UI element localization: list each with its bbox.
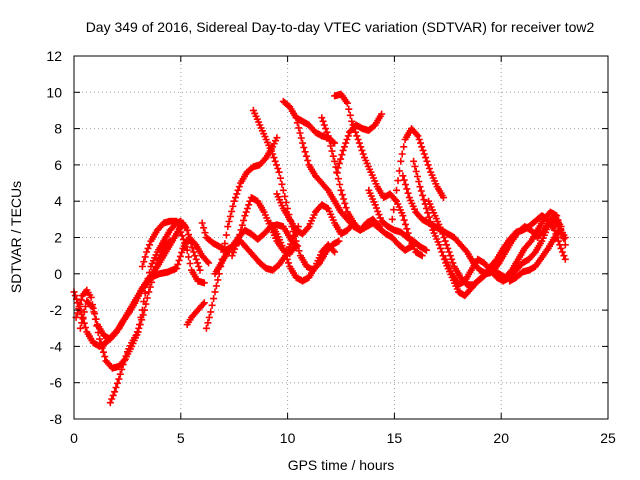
x-tick-label: 25	[600, 430, 616, 446]
y-tick-label: 8	[54, 121, 62, 137]
axis-ticks: 0 5 10 15 20 25 -8 -6 -4 -2 0 2 4 6 8 10 12	[46, 48, 616, 446]
x-axis-label: GPS time / hours	[288, 457, 395, 473]
x-tick-label: 5	[177, 430, 185, 446]
series-track-19	[365, 186, 430, 254]
y-tick-label: 12	[46, 48, 62, 64]
plus-markers	[273, 190, 358, 238]
data-series	[70, 90, 569, 407]
chart-title: Day 349 of 2016, Sidereal Day-to-day VTE…	[86, 19, 595, 35]
plus-markers	[365, 186, 430, 254]
plus-markers	[138, 217, 208, 287]
y-tick-label: 6	[54, 157, 62, 173]
plus-markers	[388, 125, 447, 223]
series-track-12	[267, 219, 339, 285]
x-tick-label: 0	[70, 430, 78, 446]
plus-markers	[333, 110, 386, 176]
series-track-5	[138, 217, 208, 287]
plus-markers	[106, 237, 174, 407]
series-track-14	[273, 190, 358, 238]
series-track-16	[318, 114, 383, 234]
plus-markers	[267, 219, 339, 285]
series-track-24	[442, 212, 569, 289]
series-track-20	[388, 125, 447, 223]
y-axis-label: SDTVAR / TECUs	[8, 181, 24, 293]
series-track-18	[333, 110, 386, 176]
plus-markers	[183, 299, 208, 329]
x-tick-label: 15	[387, 430, 403, 446]
series-track-6	[183, 299, 208, 329]
y-tick-label: -8	[50, 411, 63, 427]
y-tick-label: -2	[50, 302, 63, 318]
plus-markers	[506, 226, 569, 285]
y-tick-label: 0	[54, 266, 62, 282]
y-tick-label: 10	[46, 84, 62, 100]
y-tick-label: -6	[50, 375, 63, 391]
plus-markers	[318, 114, 383, 234]
y-tick-label: -4	[50, 338, 63, 354]
series-track-4	[106, 237, 174, 407]
series-track-25	[506, 226, 569, 285]
plus-markers	[442, 212, 569, 289]
y-tick-label: 4	[54, 193, 62, 209]
x-tick-label: 20	[493, 430, 509, 446]
y-tick-label: 2	[54, 230, 62, 246]
x-tick-label: 10	[280, 430, 296, 446]
